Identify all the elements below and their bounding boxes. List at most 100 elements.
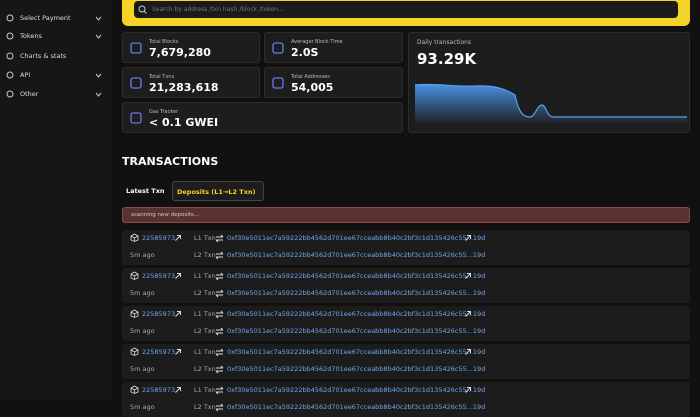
l2-label: L2 Txn xyxy=(194,289,216,297)
l2-hash[interactable]: 0xf30e5011ec7a59222bb4562d701ee67cceabb8… xyxy=(227,403,486,411)
swap-icon-svg xyxy=(215,365,224,374)
l1-hash[interactable]: 0xf30e5011ec7a59222bb4562d701ee67cceabb8… xyxy=(227,272,486,280)
link-arrow-svg xyxy=(465,387,471,393)
link-arrow xyxy=(174,348,182,358)
block-number[interactable]: 22585973 xyxy=(142,310,176,318)
stat-card: Total Blocks 7,679,280 xyxy=(122,32,260,63)
nav-label: Other xyxy=(20,90,39,98)
swap-icon-svg xyxy=(215,386,224,395)
search-input[interactable]: Search by address /txn hash /block /toke… xyxy=(134,1,678,18)
l1-label: L1 Txn xyxy=(194,310,216,318)
stat-card: Gas Tracker < 0.1 GWEI xyxy=(122,102,403,133)
nav-label: Tokens xyxy=(20,32,42,40)
stat-label: Averager Block Time xyxy=(291,39,343,45)
transaction-row: 22585973 5m ago L1 Txn 0xf30e5011ec7a59222b… xyxy=(122,344,690,379)
stat-label: Total Blocks xyxy=(149,39,179,45)
tab[interactable]: Latest Txn xyxy=(126,187,165,195)
stat-card: Total Txns 21,283,618 xyxy=(122,67,260,98)
page: Select Payment Tokens Charts & stats API Oth… xyxy=(6,0,690,417)
search-placeholder: Search by address /txn hash /block /toke… xyxy=(152,6,284,13)
l2-label: L2 Txn xyxy=(194,251,216,259)
l1-hash[interactable]: 0xf30e5011ec7a59222bb4562d701ee67cceabb8… xyxy=(227,310,486,318)
nav-item[interactable]: Other xyxy=(6,87,106,101)
stat-value: 7,679,280 xyxy=(149,46,211,59)
block-number[interactable]: 22585973 xyxy=(142,348,176,356)
link-arrow xyxy=(174,272,182,282)
swap-icon xyxy=(215,348,224,359)
nav-icon xyxy=(6,90,14,98)
daily-card: Daily transactions 93.29K xyxy=(408,32,690,133)
swap-icon-svg xyxy=(215,310,224,319)
l2-hash[interactable]: 0xf30e5011ec7a59222bb4562d701ee67cceabb8… xyxy=(227,327,486,335)
block-icon-svg xyxy=(130,347,139,356)
age: 5m ago xyxy=(130,289,155,297)
l2-hash[interactable]: 0xf30e5011ec7a59222bb4562d701ee67cceabb8… xyxy=(227,365,486,373)
nav-item[interactable]: Charts & stats xyxy=(6,49,106,63)
link-arrow xyxy=(464,272,472,282)
swap-icon-svg xyxy=(215,348,224,357)
swap-icon-svg xyxy=(215,289,224,298)
nav-icon xyxy=(6,71,14,79)
chevron xyxy=(95,16,102,21)
l1-hash[interactable]: 0xf30e5011ec7a59222bb4562d701ee67cceabb8… xyxy=(227,348,486,356)
l1-label: L1 Txn xyxy=(194,234,216,242)
link-arrow xyxy=(174,310,182,320)
section-title: TRANSACTIONS xyxy=(122,155,219,168)
link-arrow-svg xyxy=(175,235,181,241)
link-arrow xyxy=(174,386,182,396)
block-number[interactable]: 22585973 xyxy=(142,234,176,242)
daily-value: 93.29K xyxy=(417,50,477,68)
stat-icon xyxy=(130,77,142,89)
block-icon xyxy=(130,271,139,282)
stat-card: Total Addresses 54,005 xyxy=(264,67,403,98)
search-bar: Search by address /txn hash /block /toke… xyxy=(122,0,690,26)
nav-label: Charts & stats xyxy=(20,52,67,60)
stat-icon xyxy=(130,112,142,124)
nav-icon xyxy=(6,52,14,60)
l2-hash[interactable]: 0xf30e5011ec7a59222bb4562d701ee67cceabb8… xyxy=(227,251,486,259)
swap-icon xyxy=(215,310,224,321)
swap-icon-svg xyxy=(215,403,224,412)
stat-icon xyxy=(272,42,284,54)
stat-value: 54,005 xyxy=(291,81,334,94)
link-arrow-svg xyxy=(465,235,471,241)
stat-value: < 0.1 GWEI xyxy=(149,116,219,129)
stat-label: Total Addresses xyxy=(291,74,330,80)
l1-hash[interactable]: 0xf30e5011ec7a59222bb4562d701ee67cceabb8… xyxy=(227,386,486,394)
chevron xyxy=(95,92,102,97)
l1-hash[interactable]: 0xf30e5011ec7a59222bb4562d701ee67cceabb8… xyxy=(227,234,486,242)
l1-label: L1 Txn xyxy=(194,272,216,280)
stat-value: 2.0S xyxy=(291,46,319,59)
block-icon xyxy=(130,385,139,396)
chevron xyxy=(95,73,102,78)
status-banner: scanning new deposits... xyxy=(122,207,690,223)
stat-label: Gas Tracker xyxy=(149,109,179,115)
link-arrow-svg xyxy=(465,311,471,317)
l2-label: L2 Txn xyxy=(194,365,216,373)
nav-item[interactable]: API xyxy=(6,68,106,82)
l2-label: L2 Txn xyxy=(194,327,216,335)
sparkline xyxy=(415,83,687,125)
stat-value: 21,283,618 xyxy=(149,81,219,94)
link-arrow-svg xyxy=(175,311,181,317)
swap-icon xyxy=(215,365,224,376)
nav-icon xyxy=(6,32,14,40)
chevron xyxy=(95,34,102,39)
link-arrow xyxy=(464,348,472,358)
block-icon xyxy=(130,347,139,358)
tab-active[interactable]: Deposits (L1→L2 Txn) xyxy=(172,181,264,201)
l2-hash[interactable]: 0xf30e5011ec7a59222bb4562d701ee67cceabb8… xyxy=(227,289,486,297)
link-arrow-svg xyxy=(465,349,471,355)
stat-card: Averager Block Time 2.0S xyxy=(264,32,403,63)
transaction-row: 22585973 5m ago L1 Txn 0xf30e5011ec7a59222b… xyxy=(122,306,690,341)
link-arrow-svg xyxy=(175,349,181,355)
block-number[interactable]: 22585973 xyxy=(142,272,176,280)
age: 5m ago xyxy=(130,365,155,373)
link-arrow-svg xyxy=(175,273,181,279)
block-number[interactable]: 22585973 xyxy=(142,386,176,394)
stat-icon xyxy=(272,77,284,89)
link-arrow-svg xyxy=(175,387,181,393)
nav-item[interactable]: Tokens xyxy=(6,29,106,43)
nav-item[interactable]: Select Payment xyxy=(6,11,106,25)
age: 5m ago xyxy=(130,251,155,259)
